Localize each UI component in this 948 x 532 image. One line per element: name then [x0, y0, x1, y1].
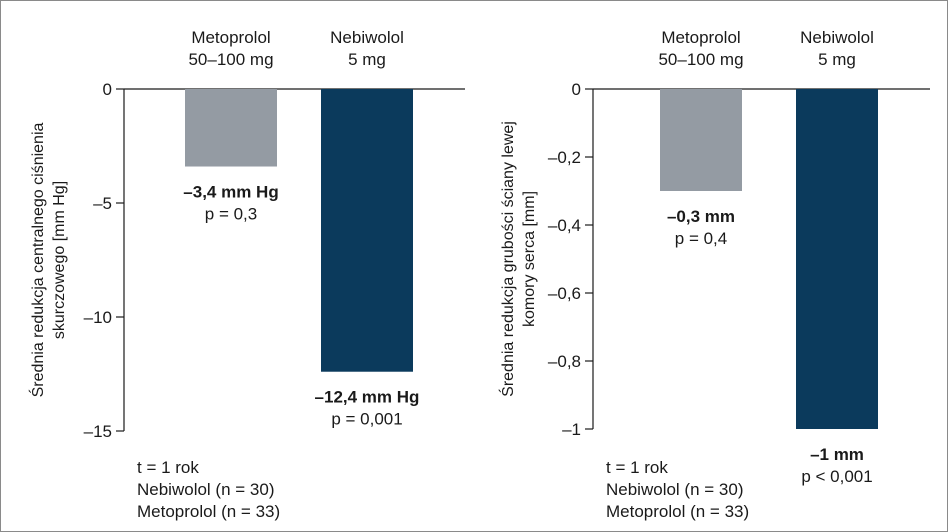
chart-left-y-tick-label: –10 — [84, 308, 112, 327]
chart-left-bar — [185, 89, 277, 167]
chart-right-y-tick-label: –0,8 — [548, 352, 581, 371]
chart-left-category-label: 50–100 mg — [188, 50, 273, 69]
chart-left-value-label: –3,4 mm Hg — [183, 183, 278, 202]
chart-left-value-label: –12,4 mm Hg — [315, 388, 420, 407]
chart-right-y-tick-label: –0,6 — [548, 284, 581, 303]
chart-right-category-label: 5 mg — [818, 50, 856, 69]
chart-right-p-value-label: p < 0,001 — [801, 467, 872, 486]
chart-right-value-label: –0,3 mm — [667, 207, 735, 226]
note-nebiwolol-n: Nebiwolol (n = 30) — [137, 480, 275, 499]
note-metoprolol-n: Metoprolol (n = 33) — [606, 502, 750, 521]
chart-right-y-axis-label: Średnia redukcja grubości ściany lewej ko… — [498, 121, 538, 397]
note-time: t = 1 rok — [606, 458, 668, 477]
chart-right-bar — [796, 89, 878, 429]
chart-left-y-tick-label: 0 — [103, 80, 112, 99]
chart-left-category-label: 5 mg — [348, 50, 386, 69]
chart-left-bar — [321, 89, 413, 372]
chart-right-category-label: Nebiwolol — [800, 28, 874, 47]
chart-right-y-tick-label: –0,2 — [548, 148, 581, 167]
chart-right-value-label: –1 mm — [810, 445, 864, 464]
chart-left-notes: t = 1 rok Nebiwolol (n = 30) Metoprolol … — [137, 457, 280, 523]
chart-left-p-value-label: p = 0,3 — [205, 205, 257, 224]
chart-right-y-tick-label: 0 — [572, 80, 581, 99]
chart-left-y-tick-label: –15 — [84, 422, 112, 441]
chart-left-y-axis-label-line: skurczowego [mm Hg] — [51, 181, 68, 339]
chart-right-category-label: Metoprolol — [661, 28, 740, 47]
chart-left-p-value-label: p = 0,001 — [331, 410, 402, 429]
chart-left-y-tick-label: –5 — [93, 194, 112, 213]
chart-right-p-value-label: p = 0,4 — [675, 229, 727, 248]
chart-right-notes: t = 1 rok Nebiwolol (n = 30) Metoprolol … — [606, 457, 749, 523]
chart-left-y-axis-label: Średnia redukcja centralnego ciśnienia sk… — [28, 122, 68, 397]
chart-left-y-axis-label-line: Średnia redukcja centralnego ciśnienia — [28, 122, 47, 397]
chart-right-bar — [660, 89, 742, 191]
note-nebiwolol-n: Nebiwolol (n = 30) — [606, 480, 744, 499]
chart-right-y-tick-label: –1 — [562, 420, 581, 439]
chart-right-y-axis-label-line: Średnia redukcja grubości ściany lewej — [498, 121, 517, 397]
chart-right-category-label: 50–100 mg — [658, 50, 743, 69]
chart-left-category-label: Nebiwolol — [330, 28, 404, 47]
note-time: t = 1 rok — [137, 458, 199, 477]
chart-left-category-label: Metoprolol — [191, 28, 270, 47]
chart-right-y-axis-label-line: komory serca [mm] — [521, 191, 538, 327]
note-metoprolol-n: Metoprolol (n = 33) — [137, 502, 281, 521]
chart-right-y-tick-label: –0,4 — [548, 216, 581, 235]
